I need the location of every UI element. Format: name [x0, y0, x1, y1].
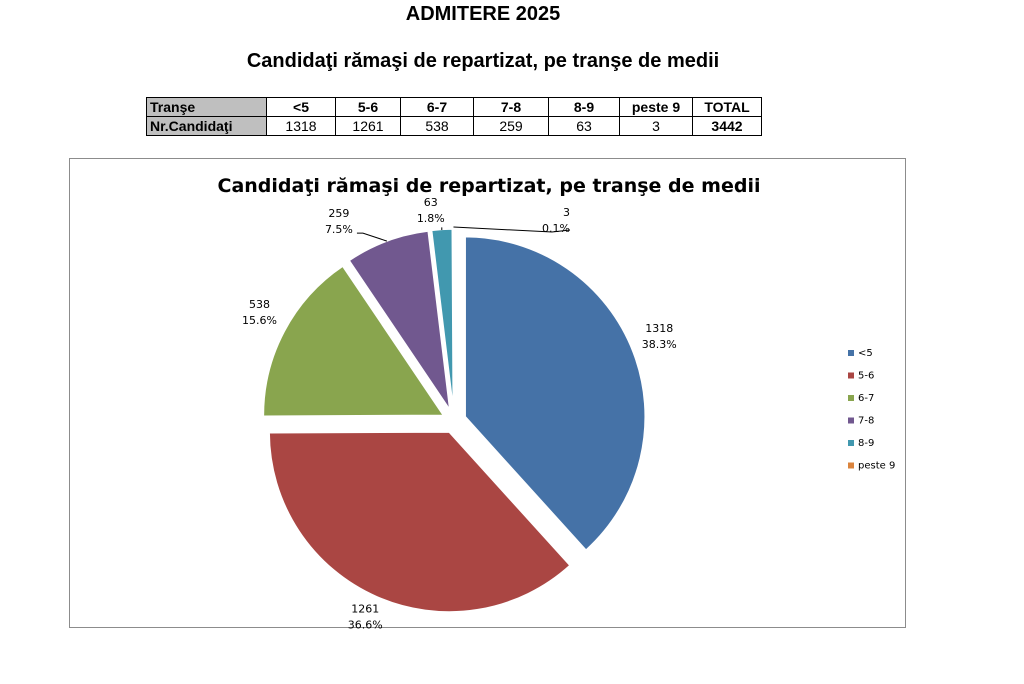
table-total-value: 3442: [692, 116, 762, 136]
table-cell: 259: [473, 116, 549, 136]
table-cell: 1318: [266, 116, 336, 136]
data-label-percent: 0.1%: [542, 222, 570, 235]
data-label-percent: 1.8%: [417, 212, 445, 225]
legend-label: 8-9: [858, 438, 874, 449]
legend-swatch: [848, 372, 854, 379]
chart-frame: Candidaţi rămaşi de repartizat, pe tranş…: [69, 158, 906, 629]
data-label-value: 1261: [351, 602, 379, 615]
legend-label: peste 9: [858, 461, 895, 472]
data-label-value: 259: [328, 207, 349, 220]
data-label-percent: 36.6%: [348, 618, 383, 629]
leader-lines: [356, 226, 571, 242]
table-row-label: Tranşe: [146, 97, 267, 117]
data-labels: 1318 38.3% 1261 36.6% 538 15.6% 259 7.5% 63 1.8% 3…: [242, 196, 677, 629]
pie-slices: [262, 228, 646, 613]
chart-legend: <5 5-6 6-7 7-8 8-9 peste 9: [848, 348, 895, 472]
legend-swatch: [848, 462, 854, 469]
table-row: Nr.Candidaţi 1318 1261 538 259 63 3 3442: [146, 116, 762, 136]
legend-label: <5: [858, 348, 873, 359]
legend-label: 7-8: [858, 416, 874, 427]
table-cell: 538: [400, 116, 474, 136]
table-header-cell: 7-8: [473, 97, 549, 117]
table-total-header: TOTAL: [692, 97, 762, 117]
data-label-percent: 7.5%: [325, 223, 353, 236]
pie-slice: [262, 265, 445, 417]
pie-slice: [268, 431, 572, 613]
chart-title: Candidaţi rămaşi de repartizat, pe tranş…: [218, 175, 761, 197]
pie-slice: [464, 235, 646, 552]
pie-slice: [452, 228, 455, 410]
table-header-cell: peste 9: [619, 97, 693, 117]
pie-chart: Candidaţi rămaşi de repartizat, pe tranş…: [218, 175, 896, 629]
leader-line: [356, 232, 388, 242]
legend-swatch: [848, 440, 854, 446]
legend-swatch: [848, 350, 854, 356]
table-count-label: Nr.Candidaţi: [146, 116, 267, 136]
table-cell: 63: [548, 116, 620, 136]
data-label-value: 3: [563, 206, 570, 219]
legend-swatch: [848, 417, 854, 424]
data-label-percent: 15.6%: [242, 314, 277, 327]
table-header-cell: <5: [266, 97, 336, 117]
data-label-value: 1318: [645, 322, 673, 335]
page-subtitle: Candidaţi rămaşi de repartizat, pe tranş…: [246, 50, 720, 72]
data-label-value: 63: [424, 196, 438, 209]
data-label-value: 538: [249, 298, 270, 311]
table-header-cell: 8-9: [548, 97, 620, 117]
table-header-row: Tranşe <5 5-6 6-7 7-8 8-9 peste 9 TOTAL: [146, 97, 762, 117]
table-cell: 3: [619, 116, 693, 136]
data-label-percent: 38.3%: [642, 338, 677, 351]
page-title: ADMITERE 2025: [405, 3, 561, 25]
table-cell: 1261: [335, 116, 401, 136]
legend-swatch: [848, 395, 854, 401]
table-header-cell: 6-7: [400, 97, 474, 117]
legend-label: 5-6: [858, 371, 874, 382]
leader-line: [453, 226, 571, 233]
data-table: Tranşe <5 5-6 6-7 7-8 8-9 peste 9 TOTAL …: [146, 97, 762, 136]
table-header-cell: 5-6: [335, 97, 401, 117]
legend-label: 6-7: [858, 393, 874, 404]
